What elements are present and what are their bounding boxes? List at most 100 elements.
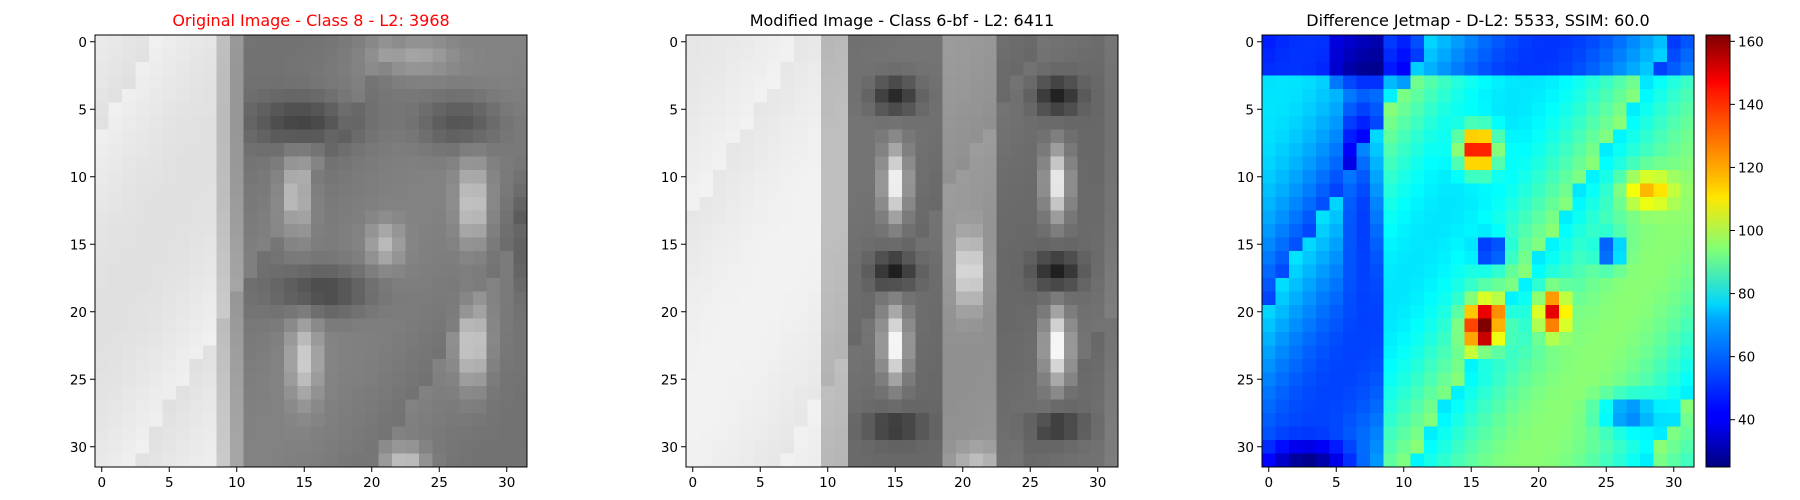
heatmap-cell bbox=[95, 359, 109, 373]
heatmap-cell bbox=[1329, 35, 1344, 49]
heatmap-cell bbox=[1397, 62, 1411, 76]
heatmap-cell bbox=[699, 332, 714, 346]
heatmap-cell bbox=[983, 291, 997, 306]
heatmap-cell bbox=[1653, 170, 1668, 184]
heatmap-cell bbox=[1091, 210, 1105, 225]
heatmap-cell bbox=[1091, 305, 1105, 319]
heatmap-cell bbox=[1451, 278, 1465, 292]
heatmap-cell bbox=[419, 399, 433, 414]
heatmap-cell bbox=[243, 386, 258, 400]
heatmap-cell bbox=[1478, 89, 1492, 103]
heatmap-cell bbox=[338, 399, 352, 414]
heatmap-cell bbox=[419, 170, 433, 184]
heatmap-cell bbox=[1505, 359, 1519, 373]
heatmap-cell bbox=[1532, 453, 1546, 467]
heatmap-cell bbox=[122, 183, 136, 198]
heatmap-cell bbox=[257, 278, 271, 292]
heatmap-cell bbox=[513, 224, 527, 238]
heatmap-cell bbox=[108, 251, 123, 265]
heatmap-cell bbox=[1451, 440, 1465, 454]
heatmap-cell bbox=[1532, 170, 1546, 184]
heatmap-cell bbox=[1383, 62, 1398, 76]
heatmap-cell bbox=[1613, 224, 1627, 238]
heatmap-cell bbox=[122, 251, 136, 265]
heatmap-cell bbox=[1599, 251, 1614, 265]
heatmap-cell bbox=[257, 62, 271, 76]
heatmap-cell bbox=[929, 183, 943, 198]
heatmap-cell bbox=[1424, 129, 1438, 144]
heatmap-cell bbox=[1316, 210, 1330, 225]
heatmap-cell bbox=[176, 143, 190, 157]
heatmap-cell bbox=[1064, 156, 1078, 171]
heatmap-cell bbox=[1451, 197, 1465, 211]
heatmap-cell bbox=[1370, 399, 1384, 414]
heatmap-cell bbox=[888, 89, 903, 103]
heatmap-cell bbox=[459, 183, 474, 198]
heatmap-cell bbox=[686, 48, 700, 63]
heatmap-cell bbox=[875, 426, 889, 441]
heatmap-cell bbox=[1275, 399, 1290, 414]
heatmap-cell bbox=[1356, 413, 1371, 427]
heatmap-cell bbox=[1640, 359, 1654, 373]
heatmap-cell bbox=[1464, 345, 1479, 360]
heatmap-cell bbox=[1437, 170, 1452, 184]
heatmap-cell bbox=[942, 251, 957, 265]
heatmap-cell bbox=[983, 116, 997, 130]
heatmap-cell bbox=[419, 386, 433, 400]
y-tick-label: 30 bbox=[1237, 440, 1254, 456]
heatmap-cell bbox=[1680, 359, 1694, 373]
heatmap-cell bbox=[1478, 318, 1492, 333]
heatmap-cell bbox=[915, 224, 930, 238]
heatmap-cell bbox=[500, 35, 514, 49]
heatmap-cell bbox=[1424, 453, 1438, 467]
heatmap-cell bbox=[230, 143, 244, 157]
heatmap-cell bbox=[1599, 170, 1614, 184]
heatmap-cell bbox=[257, 386, 271, 400]
heatmap-cell bbox=[1077, 210, 1092, 225]
heatmap-cell bbox=[1397, 75, 1411, 90]
heatmap-cell bbox=[135, 102, 150, 117]
heatmap-cell bbox=[1640, 372, 1654, 387]
heatmap-cell bbox=[1626, 143, 1641, 157]
heatmap-cell bbox=[767, 35, 781, 49]
heatmap-cell bbox=[1104, 251, 1118, 265]
heatmap-cell bbox=[1572, 197, 1587, 211]
heatmap-cell bbox=[888, 75, 903, 90]
heatmap-cell bbox=[1383, 75, 1398, 90]
heatmap-cell bbox=[1343, 386, 1357, 400]
heatmap-cell bbox=[270, 359, 285, 373]
heatmap-cell bbox=[713, 62, 727, 76]
heatmap-cell bbox=[405, 440, 420, 454]
heatmap-cell bbox=[1064, 143, 1078, 157]
heatmap-cell bbox=[848, 210, 862, 225]
heatmap-cell bbox=[1451, 291, 1465, 306]
heatmap-cell bbox=[243, 278, 258, 292]
heatmap-cell bbox=[378, 345, 393, 360]
heatmap-cell bbox=[699, 48, 714, 63]
heatmap-cell bbox=[135, 399, 150, 414]
heatmap-cell bbox=[203, 197, 217, 211]
heatmap-cell bbox=[108, 143, 123, 157]
heatmap-cell bbox=[1559, 386, 1573, 400]
heatmap-cell bbox=[1316, 183, 1330, 198]
heatmap-cell bbox=[392, 237, 406, 252]
heatmap-cell bbox=[378, 183, 393, 198]
heatmap-cell bbox=[378, 264, 393, 279]
heatmap-cell bbox=[1640, 62, 1654, 76]
heatmap-cell bbox=[1383, 237, 1398, 252]
heatmap-cell bbox=[1077, 345, 1092, 360]
heatmap-cell bbox=[1262, 89, 1276, 103]
heatmap-cell bbox=[713, 170, 727, 184]
heatmap-cell bbox=[1275, 183, 1290, 198]
heatmap-cell bbox=[1451, 156, 1465, 171]
heatmap-cell bbox=[902, 399, 916, 414]
heatmap-cell bbox=[513, 386, 527, 400]
heatmap-cell bbox=[1023, 197, 1038, 211]
heatmap-cell bbox=[351, 372, 366, 387]
heatmap-cell bbox=[1343, 359, 1357, 373]
heatmap-cell bbox=[821, 48, 835, 63]
heatmap-cell bbox=[1064, 332, 1078, 346]
heatmap-cell bbox=[243, 251, 258, 265]
heatmap-cell bbox=[405, 278, 420, 292]
heatmap-cell bbox=[1091, 345, 1105, 360]
